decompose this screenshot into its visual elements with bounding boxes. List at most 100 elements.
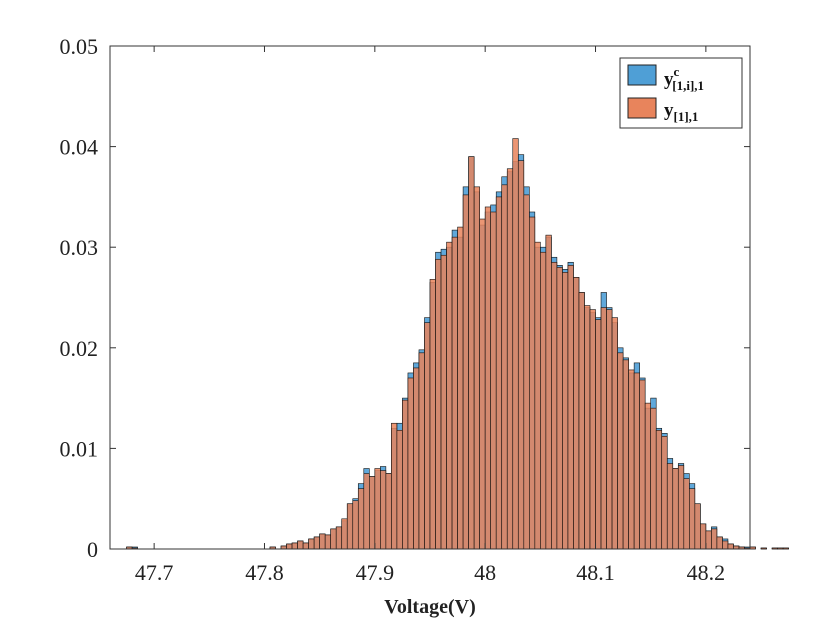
- bar-series-2: [639, 379, 646, 550]
- y-tick-label: 0.05: [60, 34, 99, 59]
- bar-series-2: [517, 160, 525, 550]
- bar-series-2: [357, 488, 365, 550]
- bar-series-2: [534, 241, 541, 550]
- x-tick-label: 48.1: [576, 560, 615, 585]
- bar-series-2: [302, 542, 309, 550]
- bar-series-2: [523, 194, 530, 550]
- bar-series-2: [407, 377, 414, 550]
- bar-series-2: [352, 500, 359, 550]
- bar-series-2: [391, 422, 398, 550]
- bar-series-2: [584, 305, 591, 550]
- axes-frame: [109, 45, 751, 550]
- legend-series-1-main: y: [664, 69, 674, 90]
- bar-series-2: [424, 322, 431, 550]
- bar-series-2: [297, 540, 304, 550]
- bar-series-2: [551, 261, 558, 550]
- bar-series-2: [330, 528, 337, 550]
- bar-series-2: [711, 528, 718, 550]
- bar-series-2: [374, 468, 381, 550]
- bar-series-2: [606, 309, 613, 550]
- bar-series-2: [556, 267, 563, 550]
- bar-series-2: [661, 436, 668, 550]
- legend-series-2-sub: [1],1: [674, 109, 699, 124]
- bar-series-2: [385, 473, 392, 550]
- bar-series-2: [694, 503, 701, 550]
- legend-label-series-2: y[1],1: [664, 100, 698, 124]
- x-tick-label: 47.8: [245, 560, 284, 585]
- series-2-bars: [126, 138, 789, 550]
- bar-series-2: [308, 538, 315, 550]
- bar-series-2: [506, 168, 514, 550]
- legend-series-2-main: y: [664, 100, 674, 121]
- legend: yc [1,i],1 y[1],1: [619, 57, 743, 129]
- bar-series-2: [495, 196, 503, 550]
- bar-series-2: [782, 547, 789, 550]
- bar-series-2: [760, 547, 767, 550]
- bar-series-2: [562, 272, 569, 550]
- bar-series-2: [335, 526, 343, 550]
- bar-series-2: [319, 533, 326, 550]
- bar-series-2: [749, 546, 756, 550]
- legend-series-1-sub: [1,i],1: [672, 78, 704, 93]
- bar-series-2: [402, 399, 409, 550]
- bar-series-2: [451, 236, 458, 550]
- bar-series-2: [380, 470, 387, 550]
- bar-series-2: [600, 307, 607, 550]
- bar-series-2: [429, 279, 436, 550]
- bar-series-2: [633, 372, 640, 550]
- legend-series-1-sup: c: [674, 64, 680, 79]
- bar-series-2: [705, 530, 712, 550]
- bar-series-2: [545, 234, 552, 550]
- bar-series-2: [567, 265, 574, 550]
- bar-series-2: [589, 309, 596, 550]
- x-axis: 47.7 47.8 47.9 48 48.1 48.2: [135, 46, 725, 585]
- bar-series-2: [700, 523, 707, 550]
- bar-series-2: [716, 536, 723, 550]
- bar-series-2: [540, 251, 547, 550]
- bar-series-2: [677, 465, 685, 550]
- bar-series-2: [666, 463, 674, 550]
- bar-series-2: [435, 258, 442, 550]
- bar-series-2: [595, 319, 602, 550]
- x-axis-label: Voltage(V): [384, 596, 475, 618]
- bar-series-2: [512, 138, 519, 550]
- x-tick-label: 48: [474, 560, 496, 585]
- bar-series-2: [650, 407, 657, 550]
- bar-series-2: [683, 478, 690, 550]
- bar-series-2: [628, 369, 635, 550]
- bar-series-2: [446, 241, 453, 550]
- bar-series-2: [468, 156, 475, 550]
- bar-series-2: [418, 352, 425, 550]
- bar-series-2: [529, 216, 536, 550]
- bar-series-2: [479, 218, 486, 550]
- legend-label-series-1: yc [1,i],1: [664, 64, 704, 93]
- bar-series-2: [578, 292, 585, 550]
- bar-series-2: [396, 429, 403, 550]
- y-axis: 0 0.01 0.02 0.03 0.04 0.05: [60, 34, 750, 562]
- bar-series-2: [324, 534, 331, 550]
- y-tick-label: 0: [87, 537, 98, 562]
- bar-series-2: [313, 536, 320, 550]
- bar-series-2: [501, 184, 508, 550]
- bar-series-2: [672, 468, 679, 550]
- bar-series-2: [617, 352, 624, 550]
- bar-series-2: [346, 503, 354, 550]
- bar-series-2: [771, 547, 778, 550]
- legend-swatch-series-2: [627, 97, 657, 119]
- bar-series-2: [363, 473, 370, 550]
- x-tick-label: 47.7: [135, 560, 174, 585]
- bar-series-2: [573, 277, 580, 550]
- y-tick-label: 0.02: [60, 336, 99, 361]
- bar-series-2: [490, 211, 497, 550]
- bar-series-2: [473, 186, 480, 550]
- y-tick-label: 0.03: [60, 235, 99, 260]
- bar-series-2: [341, 518, 348, 550]
- bar-series-2: [622, 359, 629, 550]
- x-tick-label: 48.2: [687, 560, 726, 585]
- bar-series-2: [413, 367, 420, 550]
- legend-swatch-series-1: [627, 64, 657, 86]
- bar-series-2: [689, 488, 696, 550]
- bar-series-2: [777, 547, 784, 550]
